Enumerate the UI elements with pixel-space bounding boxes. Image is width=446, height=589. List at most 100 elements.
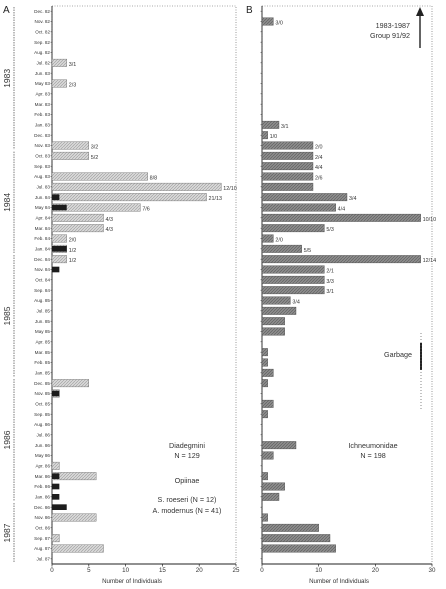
panel-a-bar-dark xyxy=(52,266,60,273)
panel-b-bar xyxy=(261,348,268,357)
year-label: 1985 xyxy=(2,306,12,325)
panel-a-category-label: Oct. 85 xyxy=(35,401,50,406)
year-label: 1984 xyxy=(2,193,12,212)
panel-a-category-label: Jan. 84 xyxy=(35,246,51,251)
panel-a-category-label: Jul. 83 xyxy=(36,184,50,189)
year-label: 1987 xyxy=(2,523,12,542)
year-label: 1983 xyxy=(2,69,12,88)
panel-b-bar xyxy=(261,17,274,26)
panel-b-bar xyxy=(261,193,348,202)
panel-a-bar-label: 12/10 xyxy=(223,186,237,192)
panel-b-bar xyxy=(261,265,325,274)
panel-a-category-label: Feb. 84 xyxy=(34,236,50,241)
panel-a-category-label: May 85 xyxy=(35,329,51,334)
panel-b-bar xyxy=(261,151,314,160)
legend-a-line-2: N = 129 xyxy=(174,451,199,460)
panel-a-x-tick-label: 5 xyxy=(87,567,91,574)
panel-b-bar-label: 10/10 xyxy=(423,217,437,223)
panel-b-bar xyxy=(261,296,291,305)
panel-b-bar-label: 3/4 xyxy=(349,196,357,202)
panel-a-bar xyxy=(51,234,67,243)
panel-b-bar xyxy=(261,213,421,222)
panel-a-category-label: Nov. 84 xyxy=(35,267,51,272)
panel-a-category-label: Jun. 86 xyxy=(35,443,51,448)
panel-a-bar xyxy=(51,461,60,470)
panel-a-bar-dark xyxy=(52,204,67,211)
panel-b-bar xyxy=(261,275,325,284)
panel-a-category-label: Feb. 85 xyxy=(34,360,50,365)
panel-b-bar-label: 3/3 xyxy=(326,279,334,285)
panel-a-bar-label: 7/6 xyxy=(142,206,150,212)
panel-b-bar-label: 2/1 xyxy=(326,268,334,274)
panel-a-x-tick-label: 20 xyxy=(196,567,203,574)
legend-a-line-4: S. roeseri (N = 12) xyxy=(158,495,217,504)
panel-a-category-label: Mar. 85 xyxy=(35,350,51,355)
panel-a-category-label: Oct. 84 xyxy=(35,277,50,282)
panel-a-bar xyxy=(51,544,104,553)
panel-b-x-tick-label: 30 xyxy=(429,567,436,574)
panel-a-frame xyxy=(51,5,237,565)
panel-b-bar xyxy=(261,410,268,419)
panel-a-bar xyxy=(51,151,89,160)
panel-a-bar-label: 2/3 xyxy=(69,82,77,88)
panel-b-bar xyxy=(261,368,274,377)
panel-a-bar-label: 1/2 xyxy=(69,258,77,264)
panel-b-x-tick-label: 10 xyxy=(315,567,322,574)
panel-a-category-label: Apr. 83 xyxy=(35,91,50,96)
panel-a-category-label: Aug. 87 xyxy=(34,546,50,551)
panel-a-bar-label: 8/8 xyxy=(150,175,158,181)
panel-a-bar-dark xyxy=(52,494,60,500)
panel-b-bar xyxy=(261,482,285,491)
panel-b-label: B xyxy=(246,5,253,16)
panel-a-category-label: Oct. 83 xyxy=(35,153,50,158)
panel-a-category-label: Jan. 83 xyxy=(35,122,51,127)
panel-a-x-tick-label: 25 xyxy=(233,567,240,574)
panel-a-category-label: Jul. 82 xyxy=(36,60,50,65)
panel-b-bar xyxy=(261,224,325,233)
panel-a-bar-label: 3/1 xyxy=(69,62,77,68)
panel-a-x-axis-title: Number of Individuals xyxy=(102,578,162,585)
panel-a-category-label: Oct. 82 xyxy=(35,29,50,34)
panel-b-bar-label: 12/14 xyxy=(423,258,437,264)
legend-a-line-3: Opiinae xyxy=(175,476,200,485)
panel-b-bar xyxy=(261,234,274,243)
panel-a-category-label: Dec. 85 xyxy=(34,381,50,386)
panel-b-bar xyxy=(261,544,336,553)
panel-a-category-label: May 86 xyxy=(35,453,51,458)
panel-b-bar xyxy=(261,317,285,326)
panel-a-category-label: Sep. 82 xyxy=(34,40,50,45)
panel-a: Dec. 82 Nov. 82 Oct. 82 Sep. 82 Aug. 82 Jul. … xyxy=(2,5,240,585)
panel-b-bar-label: 2/0 xyxy=(315,144,323,150)
panel-a-bar-dark xyxy=(52,473,60,479)
panel-b-bar xyxy=(261,327,285,336)
legend-b-line-1: Ichneumonidae xyxy=(348,441,397,450)
panel-a-x-tick-label: 15 xyxy=(159,567,166,574)
panel-a-bar-dark xyxy=(52,390,60,397)
panel-a-bar-dark xyxy=(52,483,60,490)
panel-a-bar xyxy=(51,379,89,388)
legend-a-line-5: A. modernus (N = 41) xyxy=(153,506,222,515)
panel-b-bar-label: 3/0 xyxy=(275,20,283,26)
panel-b-bar xyxy=(261,162,314,171)
annotation-b-line-3: Garbage xyxy=(384,350,412,359)
panel-a-bar xyxy=(51,79,67,88)
panel-a-category-label: Aug. 82 xyxy=(34,50,50,55)
panel-a-category-label: Feb. 86 xyxy=(34,484,50,489)
panel-a-bar-label: 4/3 xyxy=(106,217,114,223)
panel-a-category-label: Jun. 83 xyxy=(35,71,51,76)
panel-a-category-label: Oct. 86 xyxy=(35,525,50,530)
panel-b-bar-label: 5/3 xyxy=(326,227,334,233)
panel-a-bar xyxy=(51,141,89,150)
panel-a-category-label: Feb. 83 xyxy=(34,112,50,117)
panel-b-bar-label: 4/4 xyxy=(315,165,323,171)
panel-b-bar-label: 5/5 xyxy=(304,248,312,254)
panel-a-bar xyxy=(51,513,97,522)
panel-b-bar-label: 2/0 xyxy=(275,237,283,243)
panel-a-category-label: Dec. 84 xyxy=(34,257,50,262)
panel-b-bar xyxy=(261,131,268,140)
panel-b-bar-label: 2/6 xyxy=(315,175,323,181)
year-label: 1986 xyxy=(2,430,12,449)
panel-b-bar xyxy=(261,441,297,450)
panel-a-bar-label: 21/13 xyxy=(209,196,223,202)
